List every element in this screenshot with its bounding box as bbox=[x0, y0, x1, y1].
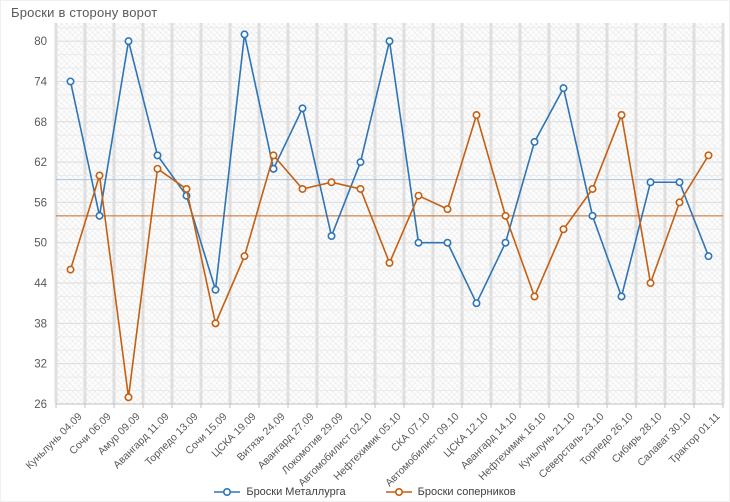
chart-title: Броски в сторону ворот bbox=[11, 5, 158, 20]
data-point bbox=[704, 252, 713, 261]
data-point bbox=[443, 205, 452, 214]
data-point bbox=[530, 137, 539, 146]
data-point bbox=[66, 265, 75, 274]
x-axis-tick-label: Трактор 01.11 bbox=[667, 411, 723, 467]
data-point bbox=[124, 393, 133, 402]
y-axis-tick-label: 26 bbox=[34, 399, 47, 411]
legend-item-metallurg: Броски Металлурга bbox=[214, 486, 346, 498]
data-point bbox=[356, 184, 365, 193]
data-point bbox=[414, 191, 423, 200]
data-point bbox=[675, 178, 684, 187]
data-point bbox=[559, 84, 568, 93]
data-point bbox=[385, 37, 394, 46]
data-point bbox=[472, 111, 481, 120]
data-point bbox=[298, 184, 307, 193]
data-point bbox=[240, 252, 249, 261]
data-point bbox=[501, 211, 510, 220]
data-point bbox=[646, 279, 655, 288]
y-axis-tick-label: 62 bbox=[34, 157, 47, 169]
legend-label: Броски соперников bbox=[417, 486, 516, 498]
data-point bbox=[153, 151, 162, 160]
data-point bbox=[414, 238, 423, 247]
legend-item-opponents: Броски соперников bbox=[385, 486, 516, 498]
data-point bbox=[617, 292, 626, 301]
data-point bbox=[182, 184, 191, 193]
data-point bbox=[675, 198, 684, 207]
legend-marker-icon bbox=[385, 487, 412, 497]
data-point bbox=[95, 171, 104, 180]
data-point bbox=[385, 258, 394, 267]
y-axis-tick-label: 74 bbox=[34, 76, 47, 88]
data-point bbox=[588, 184, 597, 193]
y-axis-tick-label: 80 bbox=[34, 36, 47, 48]
data-point bbox=[327, 232, 336, 241]
data-point bbox=[269, 151, 278, 160]
plot-background bbox=[56, 23, 723, 404]
y-axis-tick-label: 56 bbox=[34, 197, 47, 209]
data-point bbox=[530, 292, 539, 301]
y-axis-tick-label: 50 bbox=[34, 238, 47, 250]
data-point bbox=[327, 178, 336, 187]
data-point bbox=[646, 178, 655, 187]
data-point bbox=[559, 225, 568, 234]
data-point bbox=[588, 211, 597, 220]
data-point bbox=[240, 30, 249, 39]
data-point bbox=[356, 158, 365, 167]
data-point bbox=[269, 164, 278, 173]
data-point bbox=[95, 211, 104, 220]
data-point bbox=[124, 37, 133, 46]
data-point bbox=[211, 285, 220, 294]
data-point bbox=[443, 238, 452, 247]
y-axis-tick-label: 38 bbox=[34, 318, 47, 330]
data-point bbox=[211, 319, 220, 328]
data-point bbox=[153, 164, 162, 173]
legend-marker-icon bbox=[214, 487, 241, 497]
data-point bbox=[298, 104, 307, 113]
data-point bbox=[617, 111, 626, 120]
data-point bbox=[704, 151, 713, 160]
data-point bbox=[66, 77, 75, 86]
data-point bbox=[472, 299, 481, 308]
y-axis-tick-label: 32 bbox=[34, 359, 47, 371]
legend-label: Броски Металлурга bbox=[246, 486, 346, 498]
y-axis-tick-label: 68 bbox=[34, 117, 47, 129]
chart-legend: Броски Металлурга Броски соперников bbox=[1, 486, 729, 498]
data-point bbox=[501, 238, 510, 247]
y-axis-tick-label: 44 bbox=[34, 278, 47, 290]
